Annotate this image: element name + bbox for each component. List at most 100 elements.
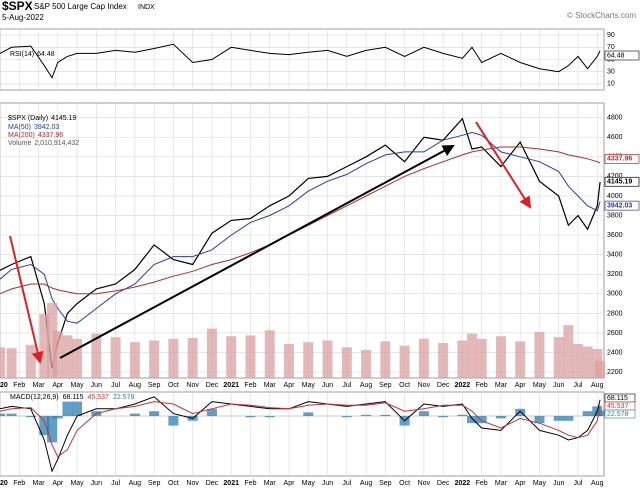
x-tick-label: Jun	[553, 480, 564, 487]
macd-histogram-bar	[206, 408, 217, 416]
volume-bar	[572, 343, 583, 378]
x-tick-label: Jun	[91, 382, 102, 389]
y-tick-label: 3200	[607, 271, 623, 278]
volume-bar	[361, 349, 372, 378]
x-tick-label: Sep	[379, 480, 392, 487]
y-tick-label: 70	[607, 44, 615, 51]
macd-histogram-bar	[39, 416, 50, 436]
volume-bar	[553, 337, 564, 378]
series-line	[0, 43, 601, 79]
x-tick-label: 2021	[223, 480, 239, 487]
volume-bar	[110, 337, 121, 378]
macd-histogram-bar	[476, 416, 487, 424]
value-box	[604, 409, 636, 419]
legend-value: 45.537	[88, 394, 110, 401]
macd-histogram-bar	[62, 401, 73, 416]
y-tick-label: 4800	[607, 115, 623, 122]
legend-value: 3942.03	[34, 124, 59, 131]
volume-bar	[62, 335, 73, 378]
macd-histogram-bar	[467, 416, 478, 424]
x-tick-label: May	[70, 382, 84, 389]
macd-histogram-bar	[418, 411, 429, 416]
symbol: $SPX	[2, 0, 33, 13]
x-tick-label: Mar	[33, 480, 46, 487]
x-tick-label: 2021	[223, 382, 239, 389]
legend-entry: $SPX (Daily) 4145.19	[8, 115, 76, 122]
credit: © StockCharts.com	[567, 11, 636, 20]
volume-bar	[283, 343, 294, 378]
x-tick-label: Apr	[284, 480, 296, 487]
x-tick-label: Jul	[342, 480, 351, 487]
x-tick-label: Mar	[495, 480, 508, 487]
value-box	[604, 154, 640, 164]
y-tick-label: 3800	[607, 212, 623, 219]
x-tick-label: Feb	[476, 480, 488, 487]
volume-bar	[52, 331, 63, 378]
x-tick-label: Feb	[244, 382, 256, 389]
x-tick-label: Jun	[322, 382, 333, 389]
volume-bar	[495, 336, 506, 378]
x-tick-label: May	[70, 480, 84, 487]
series-line	[0, 131, 601, 324]
x-tick-label: Jul	[574, 382, 583, 389]
legend-name: MACD(12,26,9)	[10, 394, 59, 401]
x-tick-label: Nov	[186, 480, 199, 487]
volume-bar	[380, 341, 391, 378]
volume-bar	[206, 328, 217, 378]
legend-name: RSI(14)	[10, 51, 34, 58]
x-tick-label: Oct	[399, 480, 410, 487]
x-tick-label: Aug	[360, 480, 373, 487]
x-tick-label: Jul	[111, 382, 120, 389]
volume-bar	[91, 333, 102, 378]
x-tick-label: Aug	[591, 382, 604, 389]
macd-histogram-bar	[129, 413, 140, 416]
volume-bar	[168, 338, 179, 378]
y-tick-label: 2800	[607, 310, 623, 317]
volume-bar	[245, 335, 256, 378]
x-tick-label: Mar	[495, 382, 508, 389]
volume-bar	[47, 303, 58, 378]
legend-value: 64.48	[37, 51, 55, 58]
panel-frame	[0, 102, 605, 379]
macd-histogram-bar	[361, 414, 372, 416]
x-tick-label: Feb	[476, 382, 488, 389]
x-tick-label: Apr	[52, 480, 64, 487]
value-box-label: 45.537	[607, 403, 629, 410]
volume-bar	[595, 360, 606, 378]
volume-bar	[534, 331, 545, 378]
macd-histogram-bar	[534, 416, 545, 424]
y-tick-label: 30	[607, 69, 615, 76]
volume-bar	[39, 314, 50, 378]
series-line	[0, 117, 601, 369]
volume-bar	[341, 347, 352, 378]
x-tick-label: Mar	[33, 382, 46, 389]
legend-entry: MA(200) 4337.96	[8, 132, 63, 139]
volume-bar	[515, 341, 526, 378]
y-tick-label: 3600	[607, 232, 623, 239]
x-tick-label: Jul	[342, 382, 351, 389]
x-tick-label: Sep	[148, 480, 161, 487]
volume-bar	[6, 348, 17, 378]
macd-histogram-bar	[0, 413, 5, 416]
x-tick-label: May	[533, 480, 547, 487]
macd-histogram-bar	[563, 416, 574, 421]
x-tick-label: May	[302, 382, 316, 389]
volume-bar	[418, 338, 429, 378]
x-tick-label: Apr	[515, 480, 527, 487]
macd-histogram-bar	[47, 416, 58, 443]
volume-bar	[467, 333, 478, 378]
volume-bar	[303, 342, 314, 378]
macd-histogram-bar	[303, 412, 314, 416]
legend-value: 2,010,914,432	[34, 140, 79, 147]
value-box	[604, 176, 640, 187]
x-tick-label: Jul	[111, 480, 120, 487]
x-tick-label: Dec	[437, 480, 450, 487]
x-tick-label: Nov	[418, 382, 431, 389]
x-tick-label: Apr	[515, 382, 527, 389]
x-tick-label: Jun	[322, 480, 333, 487]
x-tick-label: Feb	[244, 480, 256, 487]
volume-bar	[399, 345, 410, 378]
volume-bar	[563, 325, 574, 378]
macd-histogram-bar	[341, 416, 352, 418]
value-box-label: 64.48	[607, 52, 625, 59]
